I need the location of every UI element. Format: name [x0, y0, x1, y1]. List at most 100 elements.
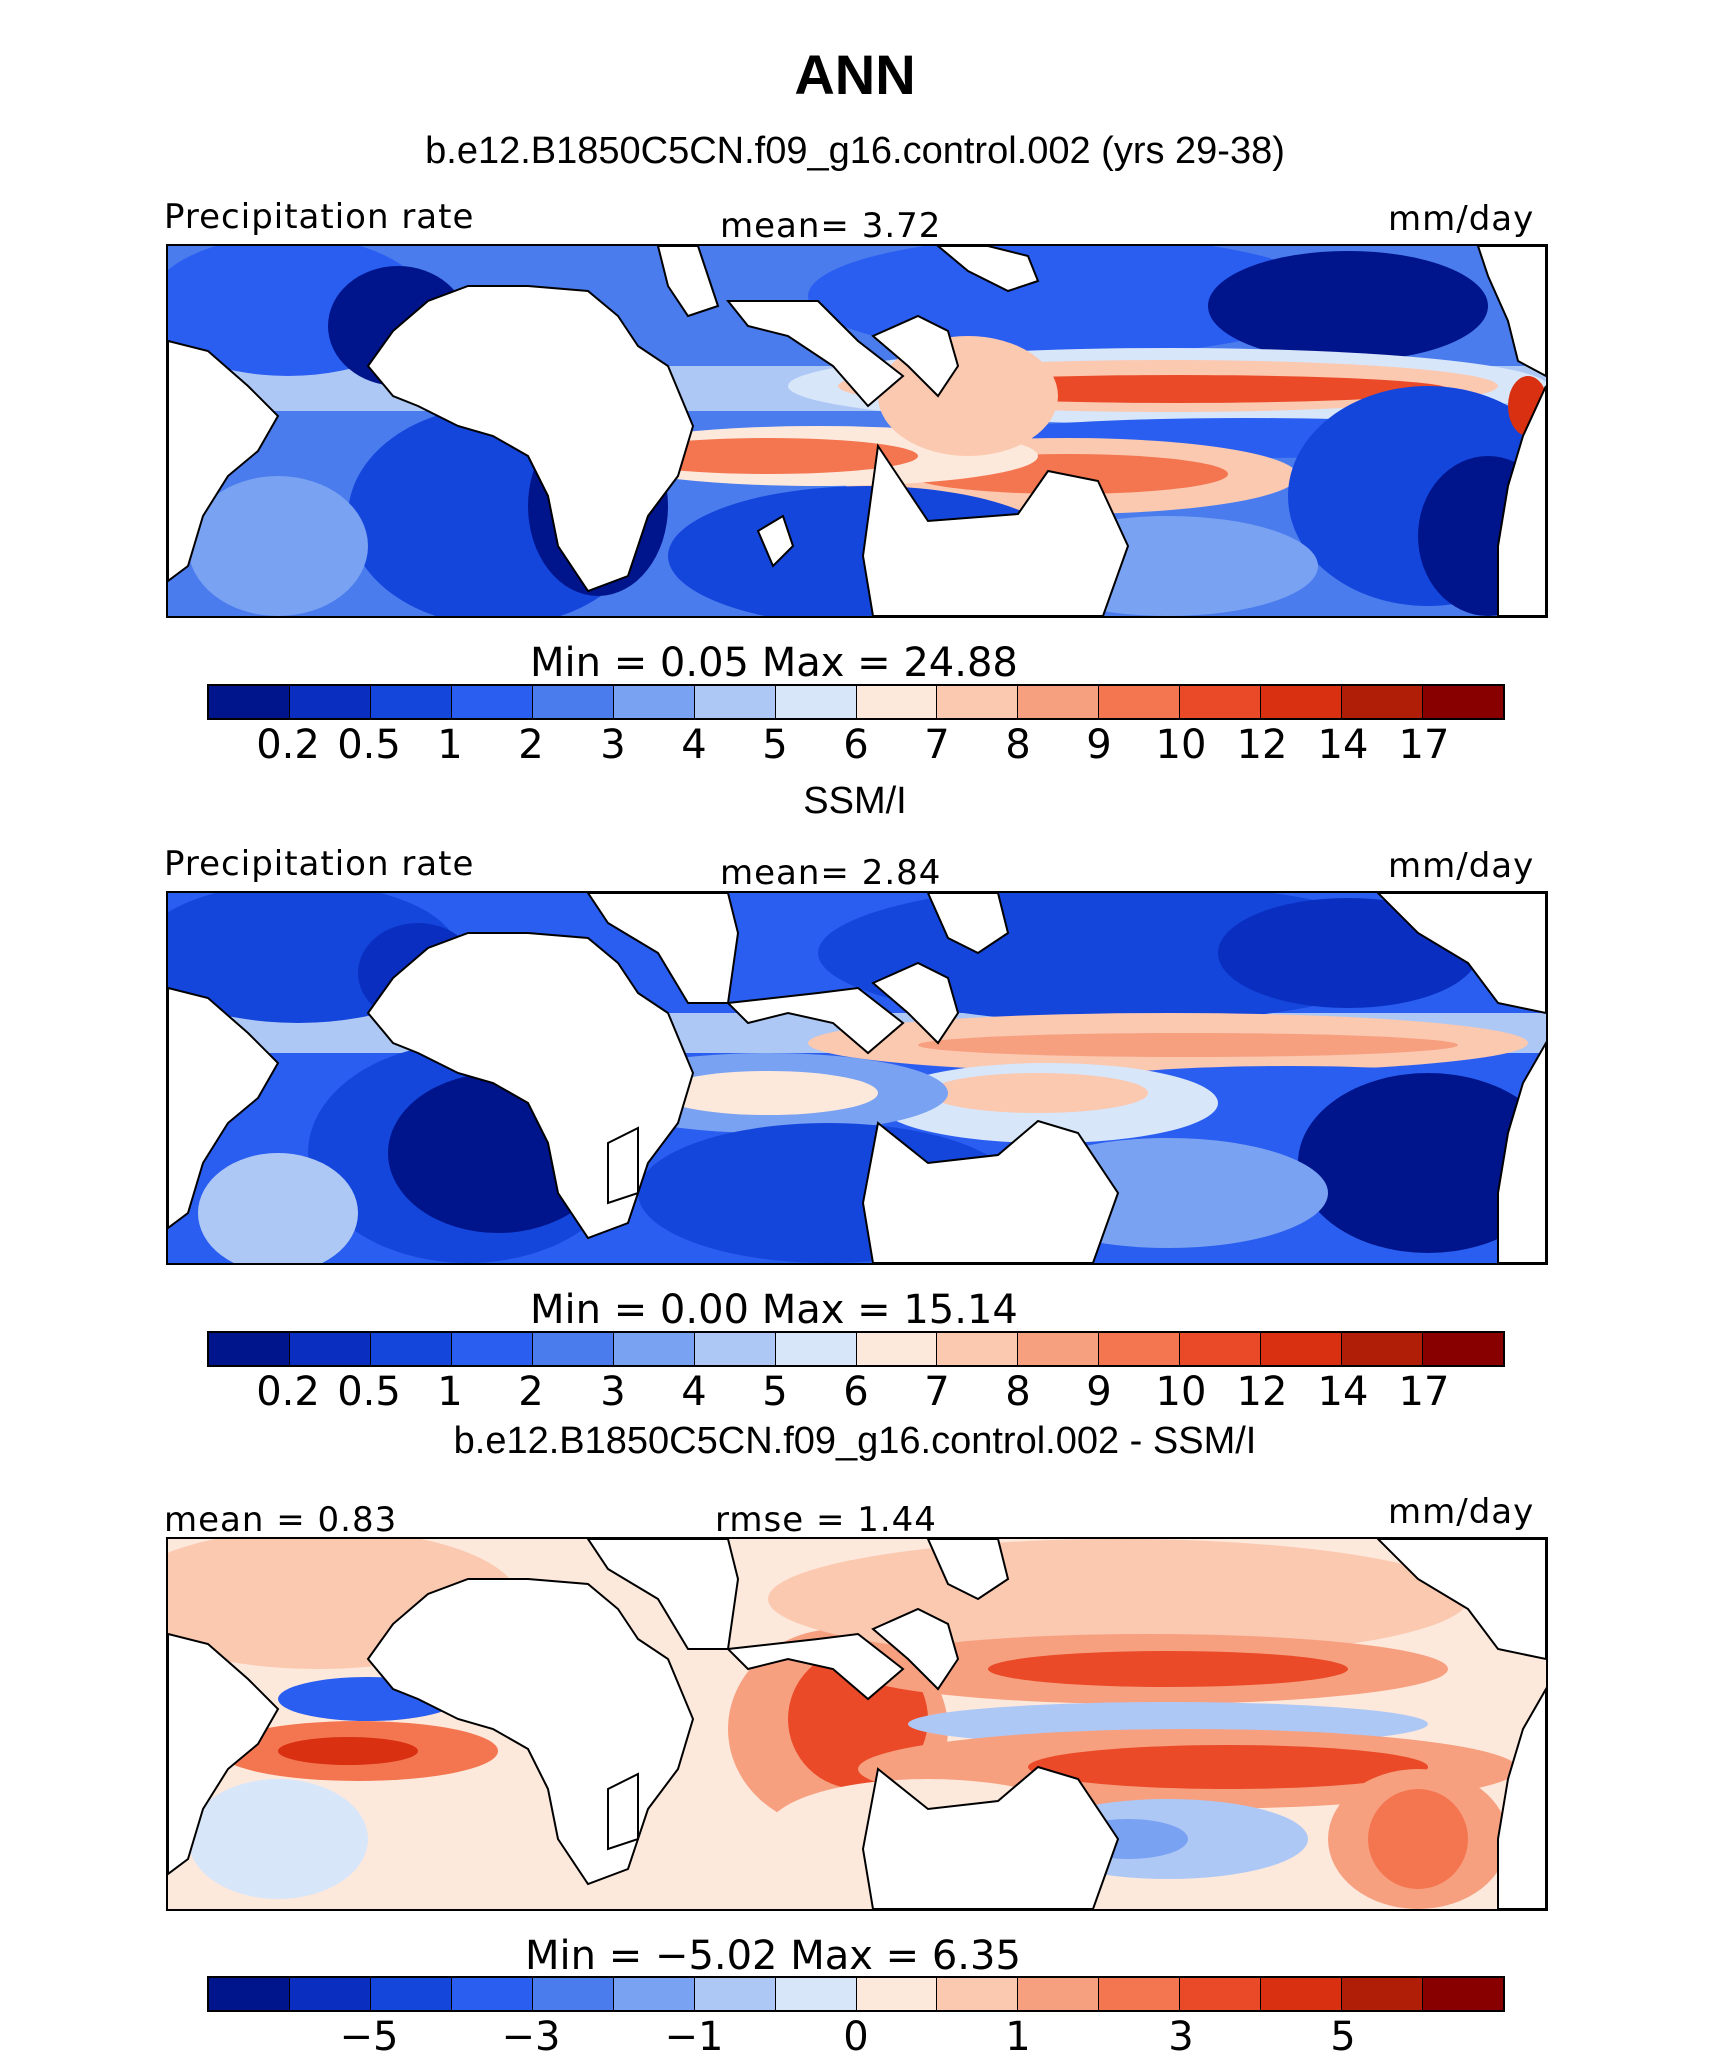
panel-3-rmse-label: rmse = 1.44 — [715, 1500, 937, 1540]
colorbar-swatch — [937, 686, 1019, 718]
colorbar-tick: 2 — [518, 722, 544, 768]
colorbar-swatch — [451, 686, 533, 718]
colorbar-swatch — [694, 686, 776, 718]
colorbar-swatch — [1180, 1978, 1262, 2010]
colorbar-swatch — [1342, 1333, 1424, 1365]
colorbar-tick: 3 — [600, 1369, 626, 1415]
colorbar-tick: 2 — [518, 1369, 544, 1415]
colorbar-tick: 4 — [681, 722, 707, 768]
colorbar-tick: 3 — [1168, 2014, 1194, 2060]
colorbar-tick: 5 — [762, 1369, 788, 1415]
colorbar-swatch — [856, 1978, 938, 2010]
panel-3-mean-label: mean = 0.83 — [164, 1500, 398, 1540]
colorbar-swatch — [1099, 1333, 1181, 1365]
colorbar-tick: 1 — [1005, 2014, 1031, 2060]
colorbar-swatch — [289, 1978, 371, 2010]
colorbar-swatch — [1342, 686, 1424, 718]
panel-2-heading: SSM/I — [803, 780, 907, 822]
colorbar-tick: 8 — [1005, 722, 1031, 768]
colorbar-swatch — [937, 1333, 1019, 1365]
colorbar-tick: 0.2 — [256, 722, 320, 768]
panel-3-min-max: Min = −5.02 Max = 6.35 — [525, 1933, 1021, 1979]
panel-3-colorbar-ticks: −5 −3 −1 0 1 3 5 — [207, 2014, 1505, 2064]
colorbar-tick: −5 — [339, 2014, 399, 2060]
panel-1-heading: b.e12.B1850C5CN.f09_g16.control.002 (yrs… — [425, 130, 1285, 172]
colorbar-tick: 4 — [681, 1369, 707, 1415]
panel-1-min-max: Min = 0.05 Max = 24.88 — [530, 640, 1018, 686]
panel-3-difference-map — [166, 1537, 1548, 1911]
colorbar-tick: 1 — [437, 722, 463, 768]
colorbar-tick: 14 — [1317, 1369, 1369, 1415]
colorbar-tick: 9 — [1086, 1369, 1112, 1415]
colorbar-tick: 0 — [843, 2014, 869, 2060]
panel-2-mean-label: mean= 2.84 — [720, 853, 942, 893]
colorbar-swatch — [209, 1978, 290, 2010]
colorbar-swatch — [289, 686, 371, 718]
colorbar-tick: 0.2 — [256, 1369, 320, 1415]
colorbar-tick: 12 — [1236, 722, 1288, 768]
colorbar-tick: 0.5 — [337, 722, 401, 768]
main-title: ANN — [794, 43, 916, 106]
colorbar-tick: 1 — [437, 1369, 463, 1415]
panel-3-colorbar — [207, 1976, 1505, 2012]
colorbar-swatch — [1180, 686, 1262, 718]
colorbar-tick: −1 — [664, 2014, 724, 2060]
panel-1-variable-label: Precipitation rate — [164, 197, 475, 237]
panel-3-heading: b.e12.B1850C5CN.f09_g16.control.002 - SS… — [453, 1420, 1257, 1462]
panel-2-units-label: mm/day — [1388, 846, 1535, 886]
colorbar-swatch — [1423, 1978, 1503, 2010]
colorbar-tick: 17 — [1398, 722, 1450, 768]
colorbar-tick: 14 — [1317, 722, 1369, 768]
colorbar-tick: 8 — [1005, 1369, 1031, 1415]
colorbar-swatch — [856, 1333, 938, 1365]
colorbar-swatch — [856, 686, 938, 718]
colorbar-tick: 7 — [924, 1369, 950, 1415]
panel-2-variable-label: Precipitation rate — [164, 844, 475, 884]
colorbar-tick: 6 — [843, 1369, 869, 1415]
colorbar-tick: 10 — [1155, 722, 1207, 768]
colorbar-swatch — [1261, 1333, 1343, 1365]
colorbar-swatch — [451, 1333, 533, 1365]
colorbar-swatch — [694, 1978, 776, 2010]
colorbar-tick: 12 — [1236, 1369, 1288, 1415]
panel-1-colorbar-ticks: 0.2 0.5 1 2 3 4 5 6 7 8 9 10 12 14 17 — [207, 722, 1505, 772]
colorbar-tick: 5 — [762, 722, 788, 768]
colorbar-swatch — [209, 686, 290, 718]
colorbar-tick: 7 — [924, 722, 950, 768]
colorbar-tick: 0.5 — [337, 1369, 401, 1415]
colorbar-swatch — [370, 1978, 452, 2010]
colorbar-swatch — [1099, 1978, 1181, 2010]
colorbar-tick: 9 — [1086, 722, 1112, 768]
colorbar-swatch — [937, 1978, 1019, 2010]
colorbar-tick: 17 — [1398, 1369, 1450, 1415]
colorbar-swatch — [1018, 1978, 1100, 2010]
colorbar-swatch — [289, 1333, 371, 1365]
panel-1-colorbar — [207, 684, 1505, 720]
colorbar-swatch — [775, 1978, 857, 2010]
colorbar-swatch — [1423, 686, 1503, 718]
colorbar-swatch — [1261, 1978, 1343, 2010]
colorbar-swatch — [694, 1333, 776, 1365]
colorbar-swatch — [613, 1978, 695, 2010]
colorbar-swatch — [775, 686, 857, 718]
colorbar-tick: 3 — [600, 722, 626, 768]
panel-2-min-max: Min = 0.00 Max = 15.14 — [530, 1287, 1018, 1333]
panel-3-units-label: mm/day — [1388, 1492, 1535, 1532]
colorbar-swatch — [613, 686, 695, 718]
colorbar-tick: −3 — [501, 2014, 561, 2060]
colorbar-swatch — [1180, 1333, 1262, 1365]
colorbar-swatch — [613, 1333, 695, 1365]
colorbar-swatch — [775, 1333, 857, 1365]
colorbar-tick: 10 — [1155, 1369, 1207, 1415]
colorbar-swatch — [532, 1978, 614, 2010]
panel-1-mean-label: mean= 3.72 — [720, 206, 942, 246]
colorbar-swatch — [1423, 1333, 1503, 1365]
colorbar-swatch — [451, 1978, 533, 2010]
colorbar-swatch — [1018, 1333, 1100, 1365]
panel-1-precip-map — [166, 244, 1548, 618]
panel-2-colorbar-ticks: 0.2 0.5 1 2 3 4 5 6 7 8 9 10 12 14 17 — [207, 1369, 1505, 1419]
colorbar-swatch — [370, 686, 452, 718]
colorbar-swatch — [1261, 686, 1343, 718]
colorbar-tick: 5 — [1330, 2014, 1356, 2060]
panel-2-precip-map — [166, 891, 1548, 1265]
